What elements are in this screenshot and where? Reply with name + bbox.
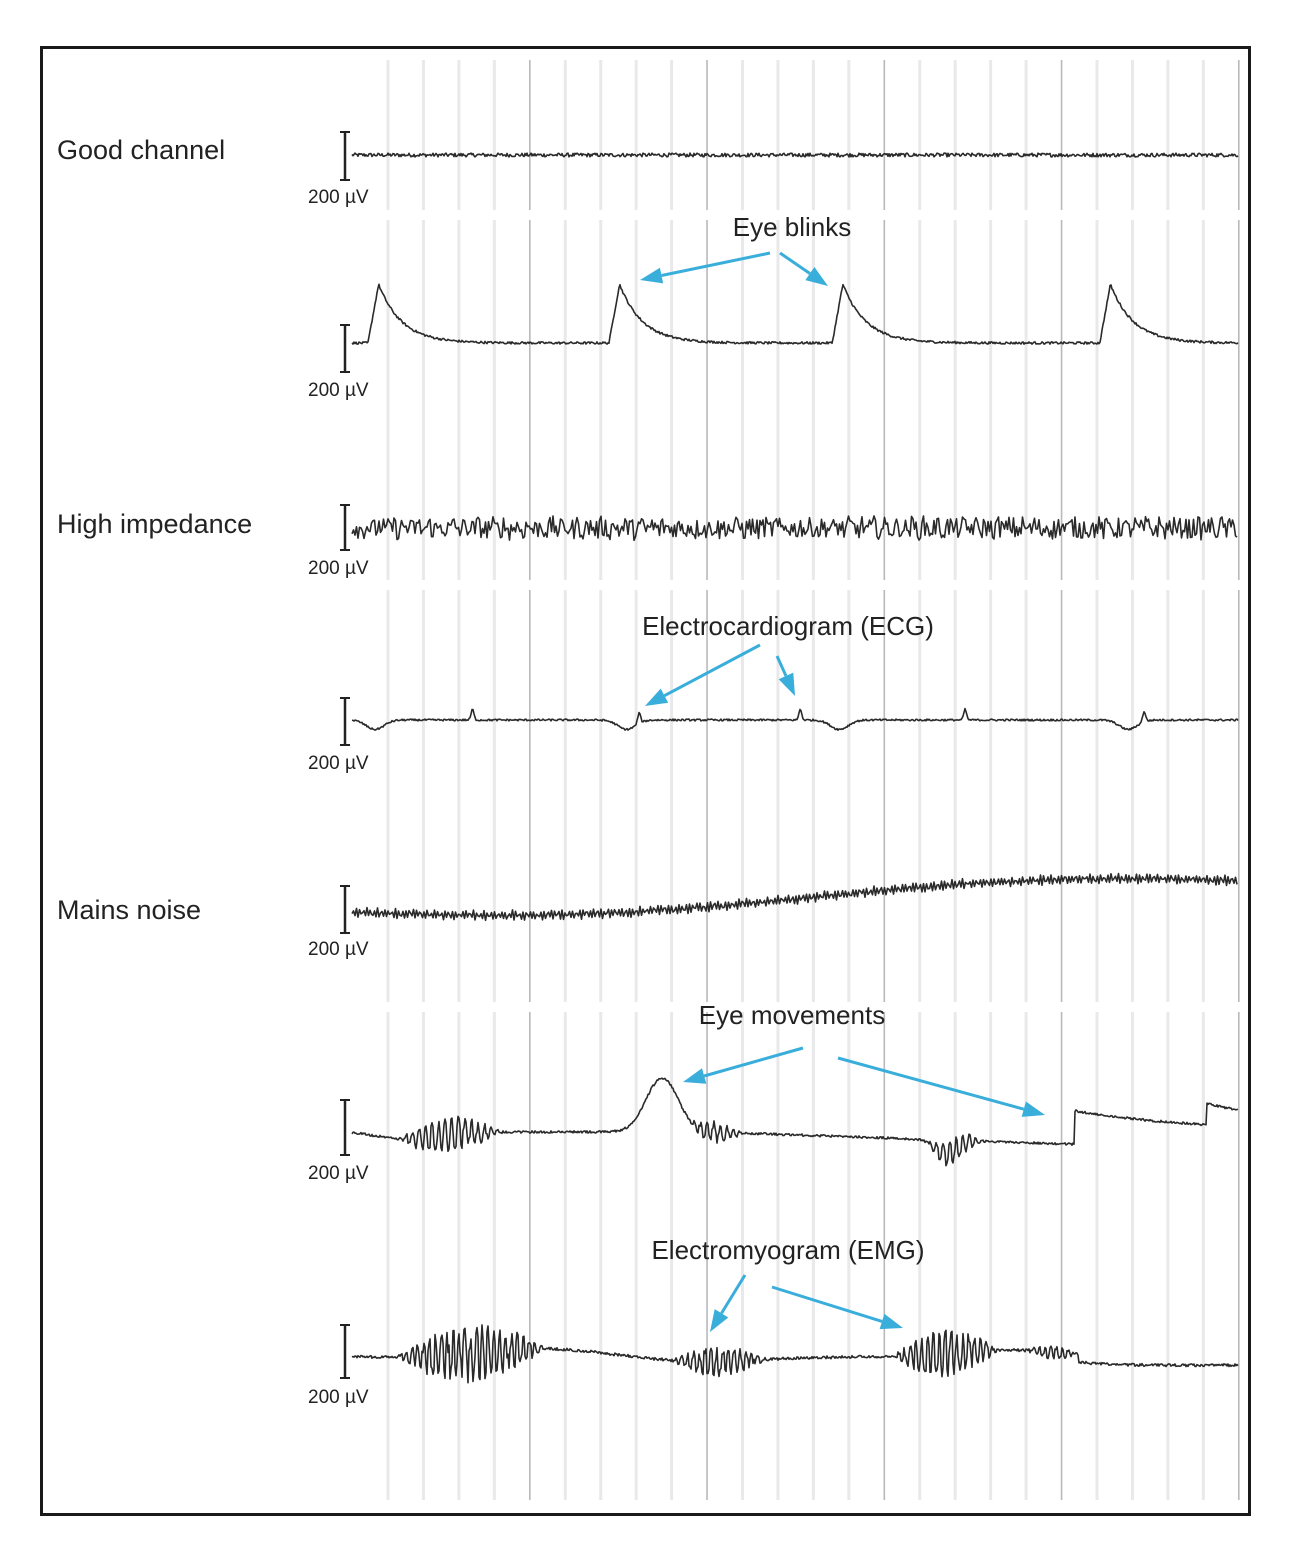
channel-high_impedance: 200 µV bbox=[308, 504, 1238, 579]
channel-good: 200 µV bbox=[308, 131, 1239, 208]
arrowhead-icon bbox=[879, 1313, 903, 1330]
arrowhead-icon bbox=[645, 688, 669, 706]
channel-ecg: 200 µV bbox=[308, 697, 1239, 774]
annotation-label: Electromyogram (EMG) bbox=[651, 1235, 924, 1265]
arrow bbox=[710, 1274, 747, 1332]
trace-eye_movements bbox=[351, 1077, 1239, 1167]
scale-bar-label: 200 µV bbox=[308, 939, 369, 960]
arrow-shaft bbox=[720, 1274, 747, 1315]
scale-bar-label: 200 µV bbox=[308, 753, 369, 774]
annotation-ecg: Electrocardiogram (ECG) bbox=[642, 611, 934, 706]
annotation-emg: Electromyogram (EMG) bbox=[651, 1235, 925, 1332]
arrow bbox=[779, 251, 828, 286]
arrowhead-icon bbox=[683, 1068, 707, 1084]
arrow-shaft bbox=[661, 251, 771, 277]
arrow bbox=[837, 1056, 1045, 1117]
trace-ecg bbox=[351, 707, 1239, 731]
annotation-label: Electrocardiogram (ECG) bbox=[642, 611, 934, 641]
trace-blinks bbox=[351, 283, 1239, 345]
annotation-eye-blinks: Eye blinks bbox=[640, 212, 851, 286]
trace-high_impedance bbox=[351, 515, 1238, 542]
arrow-shaft bbox=[663, 643, 761, 698]
channel-label-high-impedance: High impedance bbox=[57, 509, 252, 539]
channels: 200 µV 200 µV 200 µV 200 µV 200 µV 200 µV 200 … bbox=[308, 131, 1239, 1408]
arrowhead-icon bbox=[1021, 1101, 1045, 1117]
annotation-eye-movements: Eye movements bbox=[683, 1000, 1045, 1117]
trace-mains bbox=[351, 872, 1238, 922]
arrow bbox=[683, 1046, 804, 1084]
channel-eye_movements: 200 µV bbox=[308, 1077, 1239, 1184]
arrowhead-icon bbox=[778, 672, 795, 696]
arrow-shaft bbox=[775, 655, 788, 677]
channel-label-good: Good channel bbox=[57, 135, 225, 165]
arrowhead-icon bbox=[640, 267, 664, 284]
arrow bbox=[775, 655, 795, 696]
scale-bar-label: 200 µV bbox=[308, 1163, 369, 1184]
arrow-shaft bbox=[837, 1056, 1025, 1111]
arrow bbox=[645, 643, 761, 706]
channel-blinks: 200 µV bbox=[308, 283, 1239, 401]
trace-emg bbox=[351, 1324, 1239, 1384]
channel-emg: 200 µV bbox=[308, 1324, 1239, 1408]
figure-frame bbox=[40, 46, 1251, 1516]
scale-bar-label: 200 µV bbox=[308, 380, 369, 401]
annotation-label: Eye blinks bbox=[733, 212, 852, 242]
scale-bar-label: 200 µV bbox=[308, 558, 369, 579]
trace-good bbox=[351, 152, 1239, 158]
annotation-label: Eye movements bbox=[699, 1000, 885, 1030]
arrowhead-icon bbox=[805, 266, 828, 286]
scale-bar-label: 200 µV bbox=[308, 1387, 369, 1408]
channel-mains: 200 µV bbox=[308, 872, 1238, 960]
arrow-shaft bbox=[771, 1285, 883, 1323]
arrowhead-icon bbox=[710, 1309, 729, 1332]
scale-bar-label: 200 µV bbox=[308, 187, 369, 208]
arrow-shaft bbox=[779, 251, 811, 275]
arrow-shaft bbox=[703, 1046, 804, 1078]
arrow bbox=[771, 1285, 903, 1330]
channel-label-mains-noise: Mains noise bbox=[57, 895, 201, 925]
arrow bbox=[640, 251, 771, 284]
